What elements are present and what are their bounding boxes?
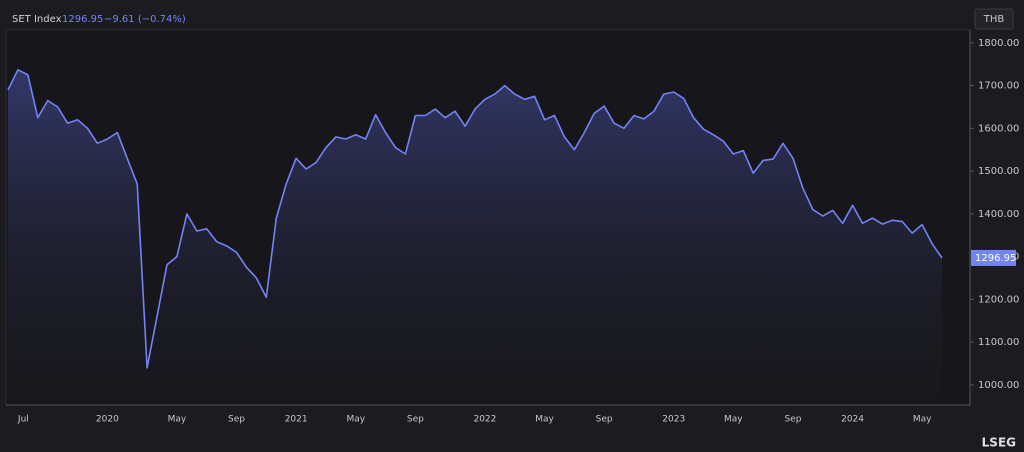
x-tick-label: May (168, 415, 187, 425)
x-tick-label: May (535, 415, 554, 425)
y-tick-label: 1100.00 (978, 337, 1019, 348)
last-price: 1296.95 (62, 14, 103, 25)
y-tick-label: 1600.00 (978, 123, 1019, 134)
x-tick-label: Jul (17, 415, 29, 425)
price-change: −9.61 (−0.74%) (104, 14, 186, 25)
last-value-label: 1296.95 (975, 253, 1016, 264)
x-tick-label: Sep (228, 415, 245, 425)
x-tick-label: 2022 (473, 415, 496, 425)
x-tick-label: May (346, 415, 365, 425)
currency[interactable]: THB (983, 14, 1005, 25)
y-tick-label: 1000.00 (978, 380, 1019, 391)
y-tick-label: 1500.00 (978, 166, 1019, 177)
x-tick-label: 2023 (662, 415, 685, 425)
last-value-badge (971, 249, 1016, 266)
x-tick-label: Sep (407, 415, 424, 425)
line (7, 69, 943, 369)
x-tick-label: 2024 (841, 415, 864, 425)
x-tick-label: Sep (784, 415, 801, 425)
y-tick-label: 1700.00 (978, 81, 1019, 92)
x-tick-label: 2020 (96, 415, 119, 425)
instrument-name: SET Index (12, 14, 62, 25)
currency-button[interactable] (974, 8, 1014, 30)
y-tick-label: 1200.00 (978, 294, 1019, 305)
y-tick-label: 1800.00 (978, 38, 1019, 49)
x-tick-label: 2021 (285, 415, 308, 425)
y-tick-label: 1400.00 (978, 209, 1019, 220)
brand-logo: LSEG (982, 436, 1016, 450)
x-tick-label: May (913, 415, 932, 425)
area (8, 69, 942, 406)
x-tick-label: Sep (596, 415, 613, 425)
x-tick-label: May (724, 415, 743, 425)
